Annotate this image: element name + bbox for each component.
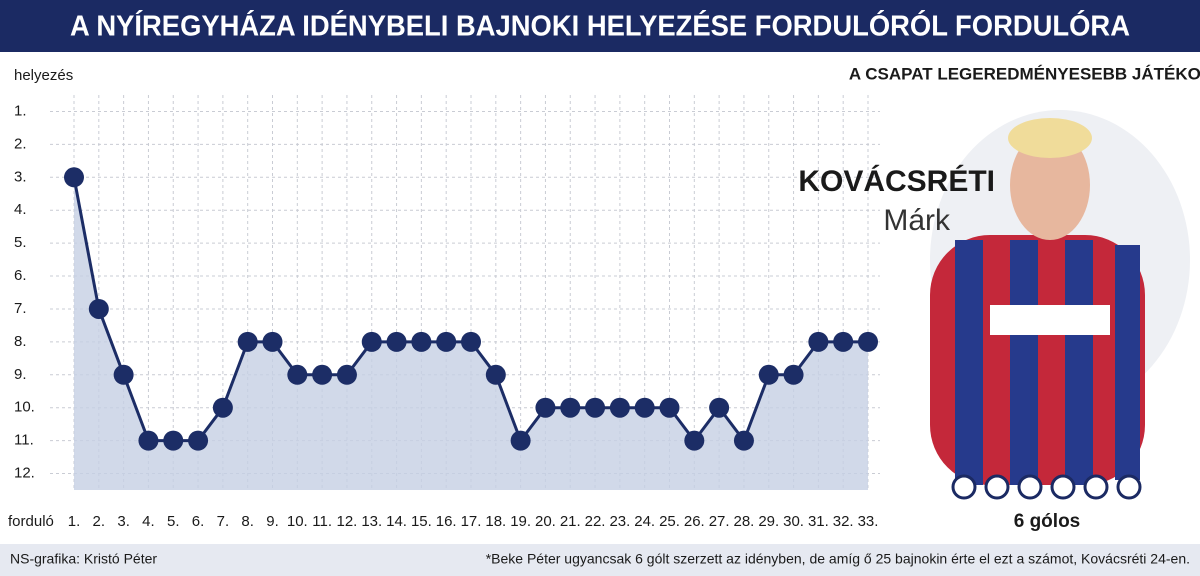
point: [709, 397, 730, 418]
y-tick-label: 3.: [14, 168, 27, 185]
x-tick-label: 27.: [709, 513, 730, 530]
x-tick-label: 1.: [68, 513, 81, 530]
player-panel: A CSAPAT LEGEREDMÉNYESEBB JÁTÉKOSA* KOVÁ…: [798, 64, 1200, 532]
y-tick-label: 10.: [14, 399, 35, 416]
point: [684, 430, 705, 451]
point: [560, 397, 581, 418]
point: [237, 331, 258, 352]
x-tick-label: 32.: [833, 513, 854, 530]
x-tick-label: 15.: [411, 513, 432, 530]
x-tick-label: 31.: [808, 513, 829, 530]
x-tick-label: 7.: [217, 513, 230, 530]
point: [88, 298, 109, 319]
title-bar: [0, 0, 1200, 52]
point: [212, 397, 233, 418]
x-tick-label: 23.: [609, 513, 630, 530]
y-tick-label: 11.: [14, 432, 34, 449]
y-tick-label: 2.: [14, 135, 27, 152]
x-axis-label: forduló: [8, 513, 54, 530]
point: [634, 397, 655, 418]
credit: NS-grafika: Kristó Péter: [10, 551, 157, 567]
y-axis-label: helyezés: [14, 67, 73, 84]
x-tick-label: 21.: [560, 513, 581, 530]
shirt-stripe: [1115, 245, 1140, 480]
hair: [1008, 118, 1092, 158]
y-tick-label: 5.: [14, 234, 27, 251]
x-tick-label: 28.: [734, 513, 755, 530]
x-tick-label: 13.: [361, 513, 382, 530]
shirt-stripe: [1065, 240, 1093, 485]
point: [510, 430, 531, 451]
x-tick-label: 12.: [337, 513, 358, 530]
shirt-stripe: [1010, 240, 1038, 485]
y-tick-label: 6.: [14, 267, 27, 284]
point: [833, 331, 854, 352]
point: [411, 331, 432, 352]
shirt-stripe: [955, 240, 983, 485]
footer-bar: [0, 544, 1200, 576]
x-tick-label: 24.: [634, 513, 655, 530]
y-tick-label: 4.: [14, 201, 27, 218]
x-tick-label: 3.: [117, 513, 130, 530]
point: [858, 331, 878, 352]
x-tick-label: 30.: [783, 513, 804, 530]
footnote: *Beke Péter ugyancsak 6 gólt szerzett az…: [486, 551, 1190, 567]
point: [783, 364, 804, 385]
x-tick-label: 33.: [858, 513, 879, 530]
point: [609, 397, 630, 418]
x-tick-label: 5.: [167, 513, 180, 530]
x-tick-label: 10.: [287, 513, 308, 530]
point: [312, 364, 333, 385]
y-tick-label: 7.: [14, 300, 27, 317]
sponsor: [990, 305, 1110, 335]
point: [287, 364, 308, 385]
x-tick-label: 18.: [485, 513, 506, 530]
point: [461, 331, 481, 352]
point: [386, 331, 407, 352]
x-tick-label: 29.: [758, 513, 779, 530]
y-tick-label: 9.: [14, 366, 27, 383]
player-firstname: Márk: [883, 204, 951, 237]
goals-label: 6 gólos: [1014, 511, 1081, 532]
point: [585, 397, 606, 418]
point: [436, 331, 457, 352]
x-tick-label: 14.: [386, 513, 407, 530]
point: [758, 364, 779, 385]
y-tick-label: 8.: [14, 333, 27, 350]
x-tick-label: 9.: [266, 513, 279, 530]
point: [64, 167, 84, 188]
y-tick-label: 12.: [14, 465, 35, 482]
x-tick-label: 2.: [93, 513, 106, 530]
point: [113, 364, 134, 385]
x-tick-label: 4.: [142, 513, 155, 530]
x-tick-label: 16.: [436, 513, 457, 530]
goal-icons: [951, 474, 1142, 500]
x-tick-label: 25.: [659, 513, 680, 530]
point: [163, 430, 184, 451]
x-tick-label: 6.: [192, 513, 205, 530]
x-tick-label: 8.: [241, 513, 254, 530]
point: [188, 430, 209, 451]
x-tick-label: 19.: [510, 513, 531, 530]
y-tick-label: 1.: [14, 102, 27, 119]
x-tick-label: 22.: [585, 513, 606, 530]
chart-title: A NYÍREGYHÁZA IDÉNYBELI BAJNOKI HELYEZÉS…: [70, 9, 1130, 43]
player-surname: KOVÁCSRÉTI: [798, 164, 995, 198]
point: [485, 364, 506, 385]
point: [262, 331, 283, 352]
point: [659, 397, 680, 418]
x-tick-label: 17.: [461, 513, 482, 530]
point: [733, 430, 754, 451]
point: [535, 397, 556, 418]
player-heading: A CSAPAT LEGEREDMÉNYESEBB JÁTÉKOSA*: [849, 64, 1200, 83]
point: [336, 364, 357, 385]
x-tick-label: 11.: [312, 513, 332, 530]
point: [361, 331, 382, 352]
head: [1010, 130, 1090, 240]
x-tick-label: 26.: [684, 513, 705, 530]
x-tick-label: 20.: [535, 513, 556, 530]
point: [138, 430, 159, 451]
point: [808, 331, 829, 352]
